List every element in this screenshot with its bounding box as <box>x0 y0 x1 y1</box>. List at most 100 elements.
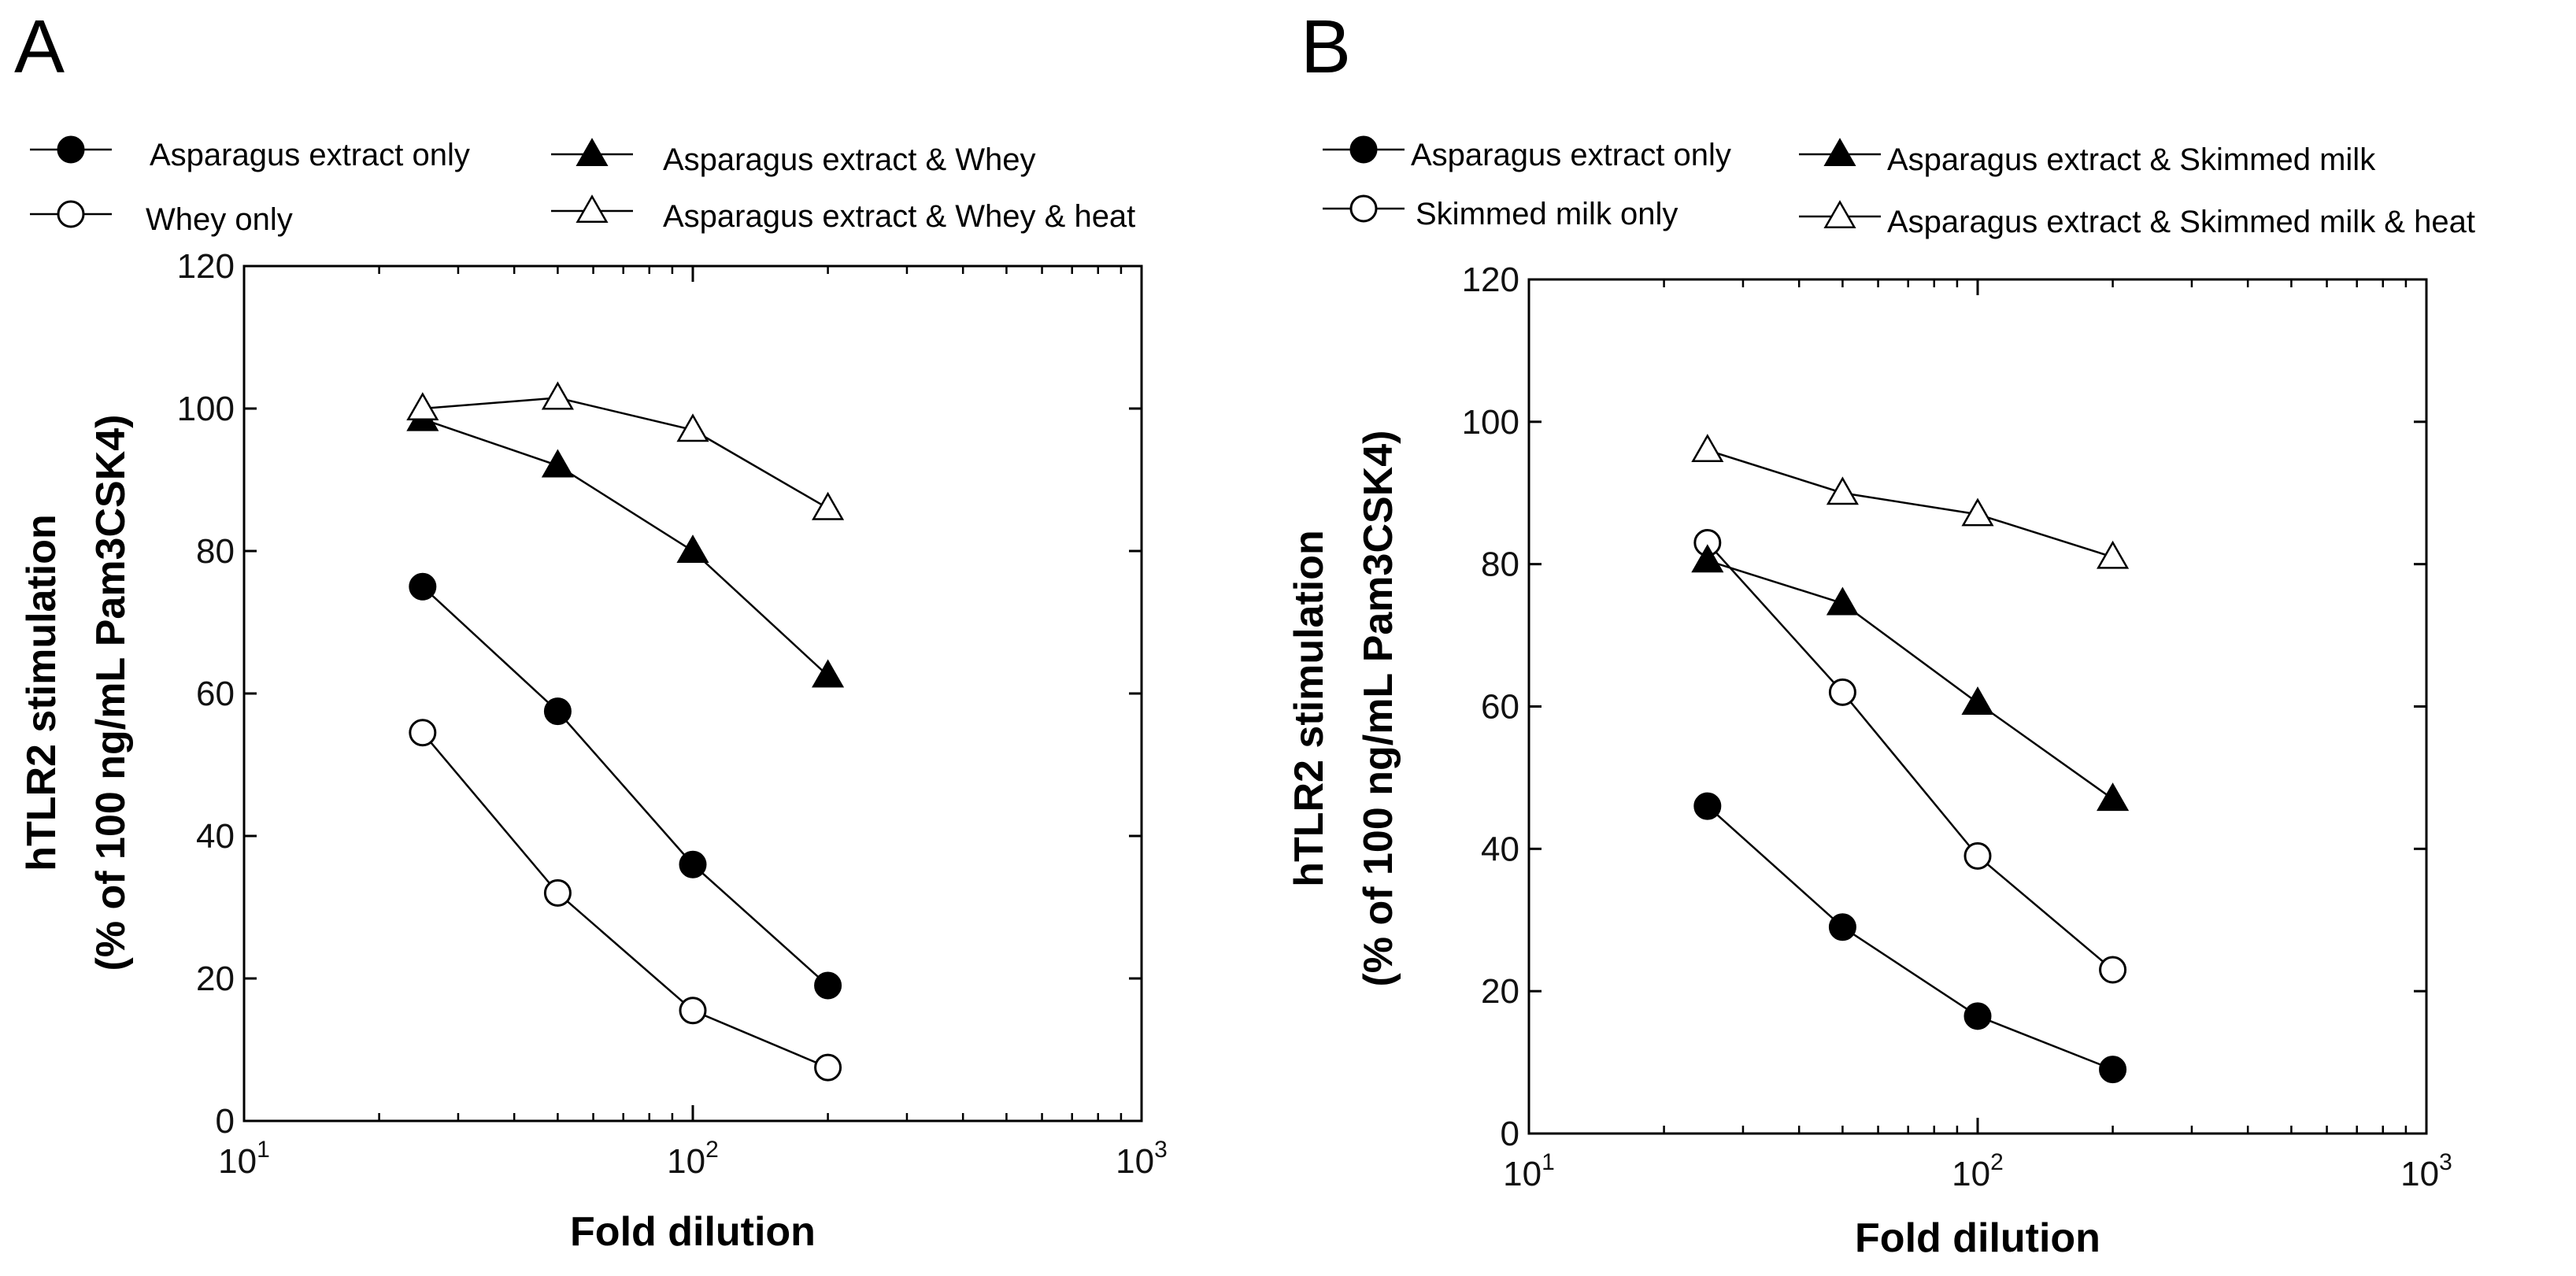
data-point <box>812 491 845 520</box>
legend-entry-1: Whey only <box>30 200 293 237</box>
legend-label: Skimmed milk only <box>1416 197 1678 231</box>
x-axis-title: Fold dilution <box>570 1209 816 1255</box>
legend-marker <box>1823 200 1856 229</box>
x-tick-exponent: 2 <box>1990 1149 2004 1175</box>
series-1 <box>409 719 842 1082</box>
data-point <box>2099 1056 2127 1084</box>
legend-label: Asparagus extract & Skimmed milk <box>1887 142 2376 177</box>
legend-entry-2: Asparagus extract & Whey <box>551 138 1036 177</box>
data-point <box>2097 782 2130 812</box>
data-point <box>679 850 707 878</box>
y-tick-label: 100 <box>177 390 235 428</box>
x-tick-exponent: 3 <box>2439 1149 2452 1175</box>
x-tick-base: 10 <box>1952 1155 1990 1193</box>
data-point <box>1826 586 1859 616</box>
y-tick-label: 40 <box>1481 830 1519 868</box>
plot-frame <box>242 264 1143 1123</box>
x-tick-label: 102 <box>1952 1149 2004 1193</box>
data-point <box>1828 913 1856 941</box>
x-tick-label: 103 <box>2400 1149 2452 1193</box>
x-tick-label: 101 <box>1503 1149 1555 1193</box>
x-tick-base: 10 <box>2400 1155 2439 1193</box>
y-axis-title: hTLR2 stimulation <box>1286 530 1332 887</box>
series-line <box>421 731 829 1069</box>
series-1 <box>1693 529 2127 984</box>
series-2 <box>406 402 845 688</box>
data-point <box>2099 956 2127 984</box>
series-line <box>421 586 829 986</box>
legend-label: Asparagus extract only <box>150 138 470 172</box>
y-tick-label: 80 <box>1481 546 1519 584</box>
y-tick-label: 0 <box>216 1102 235 1141</box>
legend-marker <box>576 138 609 167</box>
x-axis-title: Fold dilution <box>1855 1215 2100 1261</box>
legend-entry-3: Asparagus extract & Whey & heat <box>551 194 1135 234</box>
y-tick-label: 20 <box>196 960 235 998</box>
x-tick-label: 102 <box>667 1137 719 1181</box>
legend-label: Whey only <box>146 202 293 237</box>
x-tick-base: 10 <box>1116 1142 1154 1181</box>
series-3 <box>406 381 845 520</box>
legend-label: Asparagus extract & Whey & heat <box>663 199 1135 234</box>
series-3 <box>1691 434 2130 569</box>
x-tick-label: 101 <box>218 1137 270 1181</box>
data-point <box>814 1053 842 1082</box>
legend-entry-2: Asparagus extract & Skimmed milk <box>1799 138 2376 177</box>
legend-entry-0: Asparagus extract only <box>1323 135 1731 172</box>
legend-marker <box>1349 135 1378 164</box>
legend-entry-0: Asparagus extract only <box>30 135 470 172</box>
y-axis-subtitle: (% of 100 ng/mL Pam3CSK4) <box>1356 430 1401 986</box>
data-point <box>543 697 572 726</box>
data-point <box>1828 678 1856 706</box>
panel-label: A <box>14 5 65 89</box>
y-tick-label: 120 <box>1462 261 1519 299</box>
legend-label: Asparagus extract & Skimmed milk & heat <box>1887 205 2475 239</box>
y-tick-label: 100 <box>1462 403 1519 442</box>
legend-marker <box>1349 194 1378 223</box>
series-0 <box>1693 792 2127 1084</box>
data-point <box>2097 540 2130 569</box>
data-point <box>1691 544 1724 573</box>
x-tick-base: 10 <box>667 1142 705 1181</box>
data-point <box>814 971 842 1000</box>
legend-entry-3: Asparagus extract & Skimmed milk & heat <box>1799 200 2475 239</box>
x-tick-base: 10 <box>218 1142 257 1181</box>
panel-label: B <box>1301 5 1351 89</box>
data-point <box>812 659 845 688</box>
y-tick-label: 0 <box>1501 1115 1519 1153</box>
x-tick-exponent: 3 <box>1154 1137 1168 1163</box>
series-0 <box>409 572 842 1000</box>
data-point <box>1961 686 1994 716</box>
y-tick-label: 120 <box>177 247 235 286</box>
data-point <box>409 572 437 601</box>
data-point <box>1691 434 1724 463</box>
legend-label: Asparagus extract only <box>1411 138 1731 172</box>
series-line <box>422 418 829 677</box>
data-point <box>406 392 439 421</box>
data-point <box>1693 792 1722 820</box>
x-tick-label: 103 <box>1116 1137 1168 1181</box>
x-tick-base: 10 <box>1503 1155 1542 1193</box>
data-point <box>1826 476 1859 505</box>
data-point <box>409 719 437 747</box>
legend-marker <box>57 200 85 228</box>
legend-marker <box>576 194 609 224</box>
legend-entry-1: Skimmed milk only <box>1323 194 1678 231</box>
x-tick-exponent: 2 <box>705 1137 719 1163</box>
y-axis-subtitle: (% of 100 ng/mL Pam3CSK4) <box>88 414 134 971</box>
y-tick-label: 20 <box>1481 972 1519 1011</box>
series-line <box>1707 559 2114 801</box>
y-axis-title: hTLR2 stimulation <box>19 514 65 871</box>
y-tick-label: 80 <box>196 532 235 571</box>
data-point <box>676 534 709 564</box>
x-tick-exponent: 1 <box>257 1137 270 1163</box>
series-line <box>422 397 829 509</box>
data-point <box>1963 841 1992 870</box>
legend-label: Asparagus extract & Whey <box>663 142 1036 177</box>
data-point <box>541 449 574 478</box>
legend-marker <box>1823 138 1856 167</box>
data-point <box>543 878 572 907</box>
data-point <box>679 997 707 1025</box>
